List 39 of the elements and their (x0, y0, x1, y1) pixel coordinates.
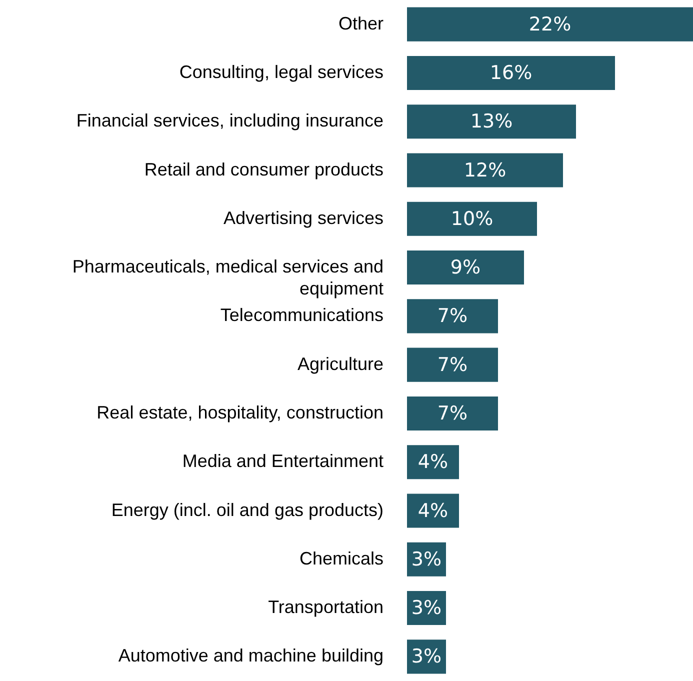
y-tick-label: Transportation (268, 597, 384, 618)
y-tick-label: Pharmaceuticals, medical services and equipment (72, 256, 384, 299)
y-tick-label: Other (338, 13, 384, 34)
bar (407, 7, 693, 42)
data-label: 3% (411, 548, 442, 570)
bar (407, 299, 498, 334)
bar (407, 348, 498, 382)
y-tick-label: Consulting, legal services (179, 62, 384, 82)
bar (407, 250, 524, 285)
bar (407, 202, 537, 236)
data-label: 22% (528, 13, 572, 36)
bar (407, 445, 459, 480)
bar (407, 396, 498, 430)
y-tick-label: Financial services, including insurance (76, 110, 384, 131)
data-label: 10% (450, 208, 494, 230)
y-tick-label: Telecommunications (220, 305, 384, 326)
data-label: 7% (437, 402, 468, 424)
y-tick-label: Agriculture (297, 354, 384, 374)
data-label: 9% (450, 256, 481, 279)
data-label: 3% (411, 646, 442, 668)
y-tick-label: Automotive and machine building (118, 646, 384, 666)
bar (407, 56, 615, 90)
data-label: 13% (470, 110, 513, 133)
y-tick-label: Energy (incl. oil and gas products) (111, 500, 384, 520)
bar (407, 153, 563, 188)
data-label: 4% (418, 500, 448, 522)
y-tick-label: Advertising services (223, 208, 384, 228)
data-label: 4% (418, 451, 448, 474)
data-label: 7% (437, 305, 468, 328)
y-tick-label: Chemicals (299, 548, 384, 568)
y-tick-label: Real estate, hospitality, construction (96, 402, 384, 422)
bar (407, 104, 576, 139)
bar (407, 494, 459, 528)
data-label: 16% (490, 62, 532, 84)
y-tick-label: Media and Entertainment (182, 451, 384, 472)
y-tick-label: Retail and consumer products (144, 159, 384, 180)
data-label: 12% (464, 159, 506, 182)
data-label: 7% (437, 354, 468, 376)
data-label: 3% (411, 597, 442, 620)
